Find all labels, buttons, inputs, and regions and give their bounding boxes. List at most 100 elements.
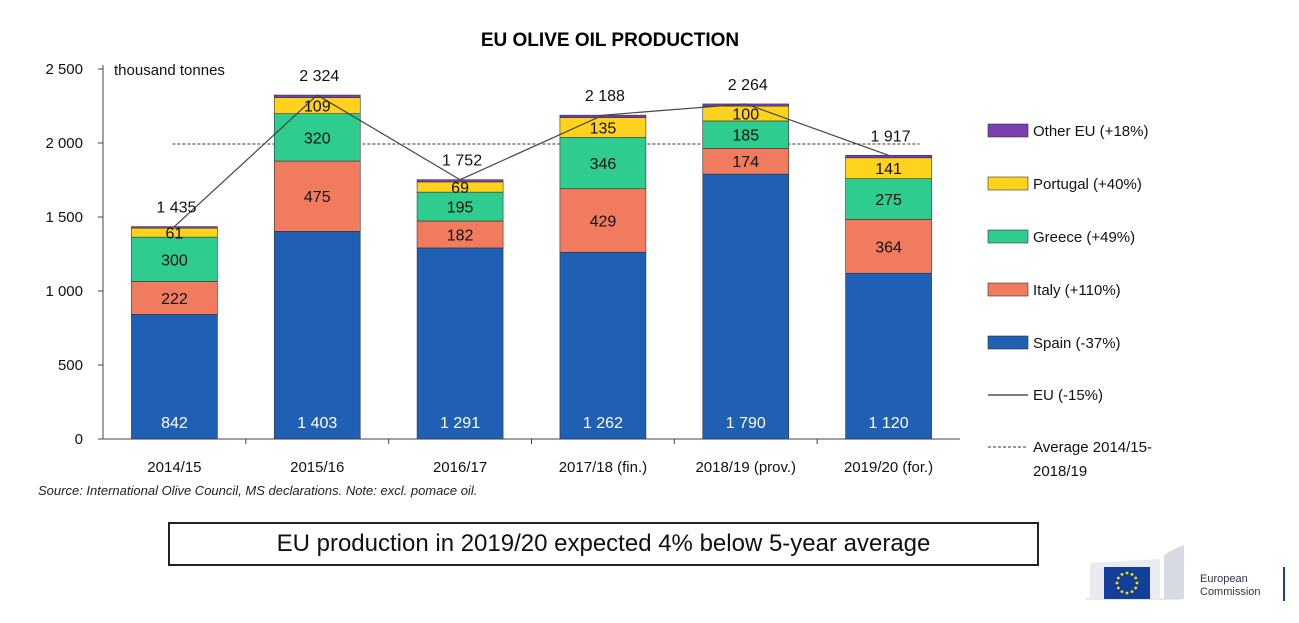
callout-box: EU production in 2019/20 expected 4% bel… [168, 522, 1039, 566]
bar-segment [702, 173, 790, 440]
x-tick-label: 2014/15 [147, 459, 201, 476]
bar-segment [559, 188, 647, 253]
data-label: 429 [590, 213, 617, 230]
legend-swatch [987, 282, 1029, 297]
data-label: 1 262 [583, 415, 623, 432]
x-tick-label: 2018/19 (prov.) [695, 459, 796, 476]
eu-star [1116, 576, 1120, 580]
data-label: 1 403 [297, 415, 337, 432]
bar-segment [273, 160, 361, 232]
data-label: 135 [590, 121, 617, 138]
data-label: 1 120 [869, 415, 909, 432]
logo-divider [1283, 567, 1285, 601]
legend-swatch [987, 176, 1029, 191]
data-label: 1 790 [726, 415, 766, 432]
european-commission-logo: European Commission [1080, 545, 1290, 605]
bar-segment [845, 272, 932, 440]
data-label: 222 [161, 291, 188, 308]
legend-swatch [987, 335, 1029, 350]
data-label: 141 [875, 161, 902, 178]
x-tick-label: 2015/16 [290, 459, 344, 476]
data-label: 195 [447, 200, 474, 217]
eu-star [1134, 586, 1138, 590]
bar-segment [845, 178, 932, 220]
eu-star [1135, 581, 1139, 585]
bar-segment [416, 220, 504, 249]
total-label: 2 188 [585, 88, 625, 105]
y-tick-label: 2 500 [45, 61, 83, 78]
olive-oil-chart: EU OLIVE OIL PRODUCTION 0 500 1 000 1 500 2 … [45, 30, 1152, 480]
total-label: 1 435 [156, 200, 196, 217]
x-tick-label: 2019/20 (for.) [844, 459, 933, 476]
total-label: 1 917 [871, 128, 911, 145]
total-label: 2 264 [728, 77, 768, 94]
eu-star [1120, 572, 1124, 576]
legend: Other EU (+18%) Portugal (+40%) Greece (+4… [987, 123, 1152, 480]
data-label: 109 [304, 99, 331, 116]
data-label: 61 [166, 226, 184, 243]
eu-star [1130, 572, 1134, 576]
eu-stars-icon [1115, 571, 1139, 595]
data-label: 174 [732, 154, 759, 171]
legend-label: Italy (+110%) [1033, 282, 1121, 299]
chart-title: EU OLIVE OIL PRODUCTION [481, 30, 739, 51]
y-tick-label: 0 [75, 431, 83, 448]
eu-flag-icon [1104, 567, 1150, 599]
bar-segment [273, 231, 361, 440]
logo-line-2: Commission [1200, 586, 1261, 598]
data-label: 1 291 [440, 415, 480, 432]
legend-label: Spain (-37%) [1033, 335, 1121, 352]
total-label: 1 752 [442, 153, 482, 170]
legend-label: Portugal (+40%) [1033, 176, 1142, 193]
data-label: 69 [451, 180, 469, 197]
y-tick-label: 500 [58, 357, 83, 374]
eu-star [1125, 571, 1129, 575]
eu-star [1134, 576, 1138, 580]
bar-segment [416, 247, 504, 440]
eu-star [1115, 581, 1119, 585]
legend-label: Average 2014/15-2018/19 [1033, 439, 1152, 480]
legend-label: Greece (+49%) [1033, 229, 1135, 246]
data-label: 182 [447, 227, 474, 244]
data-label: 275 [875, 192, 902, 209]
bar-segment [131, 236, 218, 282]
eu-star [1125, 591, 1129, 595]
data-label: 185 [732, 128, 759, 145]
x-tick-label: 2017/18 (fin.) [559, 459, 647, 476]
unit-label: thousand tonnes [114, 62, 225, 79]
eu-star [1116, 586, 1120, 590]
source-note: Source: International Olive Council, MS … [38, 483, 478, 498]
total-line-layer [174, 94, 889, 228]
bar-segment [416, 191, 504, 222]
bar-segment [131, 281, 218, 315]
bar-segment [559, 251, 647, 440]
data-label: 475 [304, 189, 331, 206]
labels-layer: 842 222 300 61 1 403 475 320 109 1 291 182 195 69 1 … [156, 68, 910, 432]
legend-label: EU (-15%) [1033, 387, 1103, 404]
logo-line-1: European [1200, 573, 1248, 585]
legend-swatch [987, 229, 1029, 244]
chart-axes: 0 500 1 000 1 500 2 000 2 500 2014/15 2015/16 20… [45, 61, 960, 476]
legend-swatch [987, 123, 1029, 138]
legend-label: Other EU (+18%) [1033, 123, 1148, 140]
y-tick-label: 1 000 [45, 283, 83, 300]
bar-segment [702, 120, 790, 149]
bars-layer [131, 94, 932, 440]
logo-text: European Commission [1200, 573, 1261, 599]
bar-segment [131, 314, 218, 440]
bar-segment [845, 219, 932, 274]
eu-star [1130, 590, 1134, 594]
eu-total-line [174, 94, 889, 228]
y-tick-label: 1 500 [45, 209, 83, 226]
data-label: 300 [161, 252, 188, 269]
y-tick-label: 2 000 [45, 135, 83, 152]
data-label: 346 [590, 156, 617, 173]
data-label: 320 [304, 130, 331, 147]
bar-segment [702, 148, 790, 175]
data-label: 100 [732, 107, 759, 124]
data-label: 842 [161, 415, 188, 432]
bar-segment [845, 154, 932, 159]
total-label: 2 324 [299, 68, 339, 85]
data-label: 364 [875, 239, 902, 256]
x-tick-label: 2016/17 [433, 459, 487, 476]
